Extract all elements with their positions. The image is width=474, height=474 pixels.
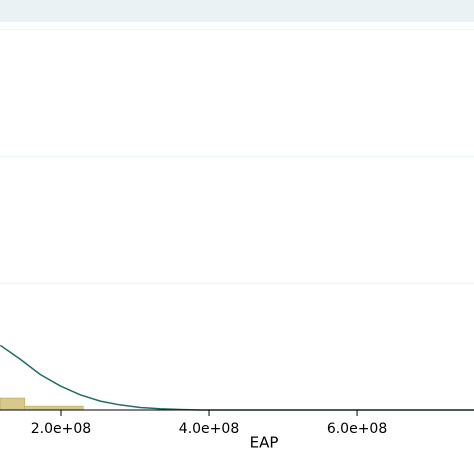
x-axis-label: EAP — [250, 434, 279, 452]
bar — [0, 397, 26, 411]
x-tick-label: 6.0e+08 — [327, 421, 387, 437]
x-tick-label: 2.0e+08 — [31, 421, 91, 437]
bar — [24, 405, 84, 411]
outer-region — [0, 0, 474, 22]
x-tick-label: 4.0e+08 — [179, 421, 239, 437]
